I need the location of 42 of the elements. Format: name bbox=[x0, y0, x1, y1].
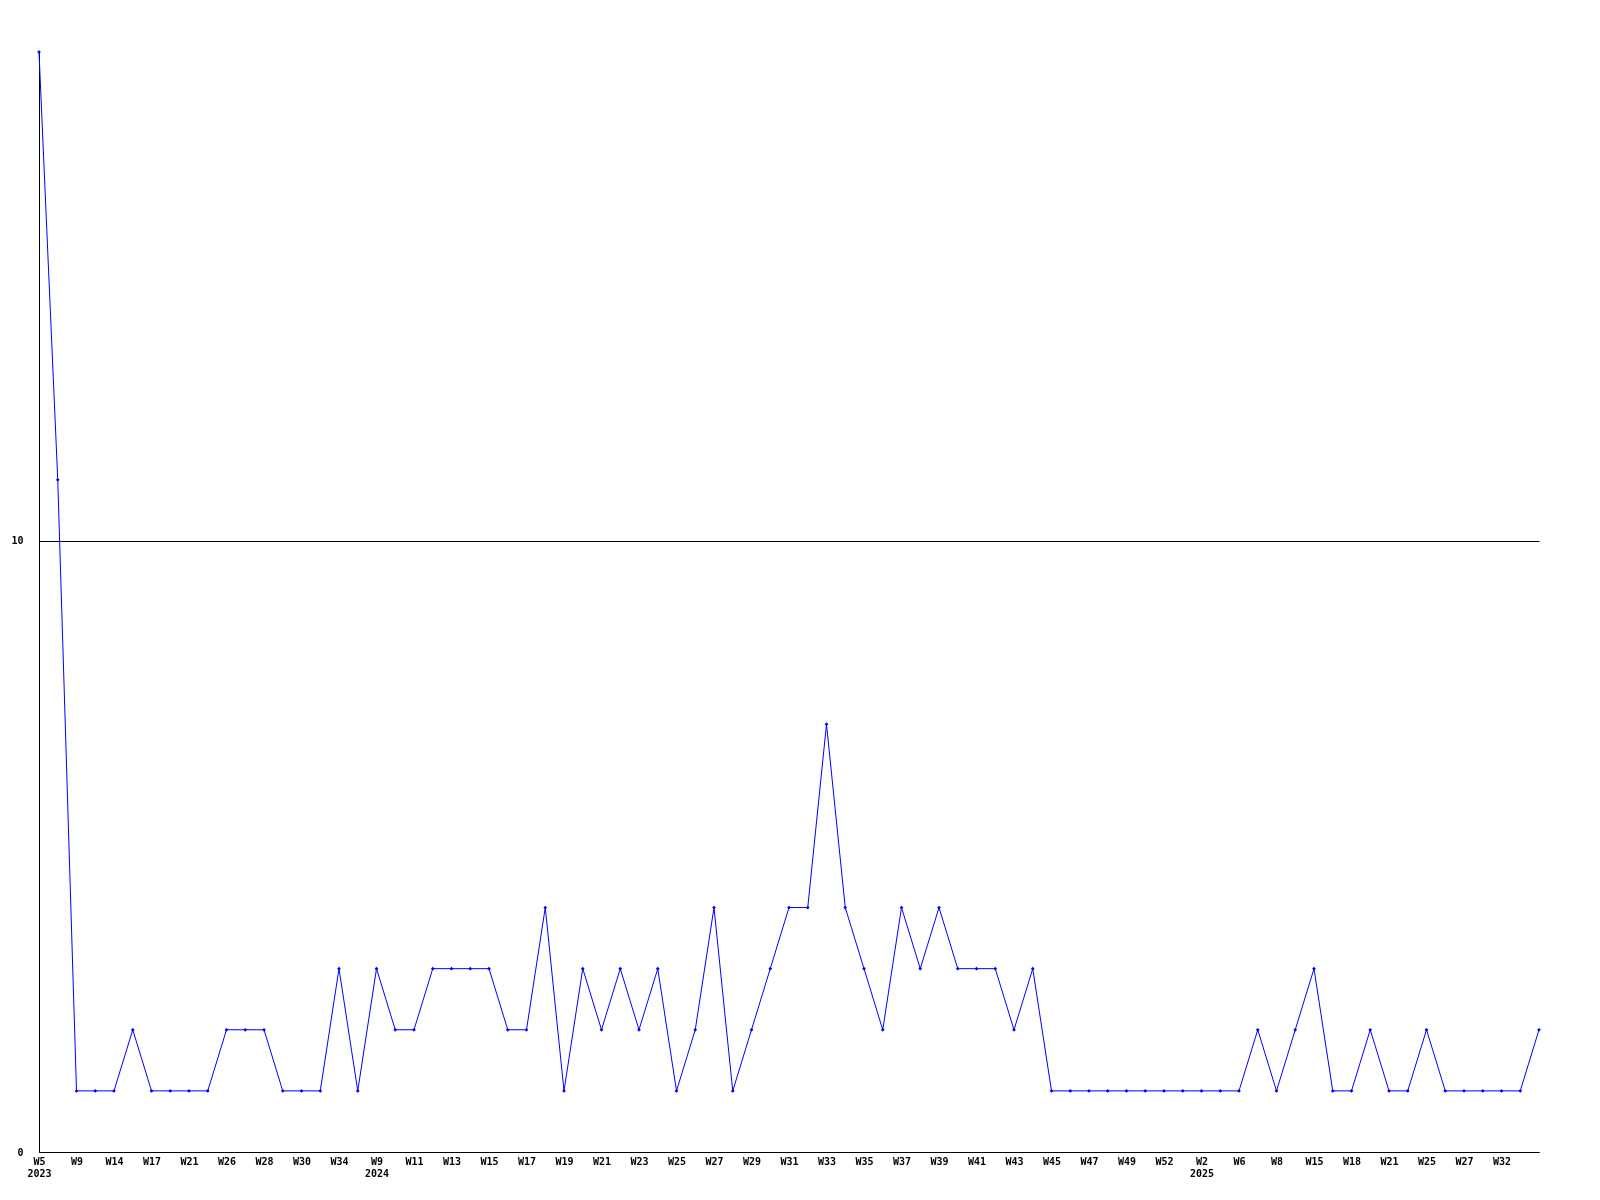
y-tick-label: 0 bbox=[17, 1146, 24, 1158]
x-tick-label: W49 bbox=[1117, 1155, 1137, 1167]
x-tick-label: W13 bbox=[442, 1155, 462, 1167]
x-tick-label: W41 bbox=[967, 1155, 987, 1167]
x-tick-label: W28 bbox=[255, 1155, 274, 1167]
x-tick-label: W2 2025 bbox=[1189, 1155, 1215, 1179]
x-tick-label: W30 bbox=[292, 1155, 312, 1167]
x-tick-label: W14 bbox=[105, 1155, 124, 1167]
x-tick-label: W8 bbox=[1270, 1155, 1284, 1167]
x-tick-label: W9 bbox=[70, 1155, 84, 1167]
x-tick-label: W11 bbox=[405, 1155, 424, 1167]
x-tick-label: W27 bbox=[1455, 1155, 1474, 1167]
x-tick-label: W52 bbox=[1155, 1155, 1174, 1167]
x-tick-label: W35 bbox=[855, 1155, 874, 1167]
x-tick-label: W21 bbox=[592, 1155, 612, 1167]
x-tick-label: W33 bbox=[817, 1155, 837, 1167]
x-tick-label: W21 bbox=[180, 1155, 199, 1167]
x-tick-label: W5 2023 bbox=[27, 1155, 52, 1179]
x-tick-label: W6 bbox=[1233, 1155, 1246, 1167]
x-tick-label: W43 bbox=[1005, 1155, 1024, 1167]
x-tick-label: W19 bbox=[555, 1155, 574, 1167]
x-tick-label: W25 bbox=[1417, 1155, 1437, 1167]
x-tick-label: W34 bbox=[330, 1155, 349, 1167]
x-tick-label: W18 bbox=[1342, 1155, 1362, 1167]
x-tick-label: W21 bbox=[1380, 1155, 1399, 1167]
x-tick-label: W17 bbox=[142, 1155, 162, 1167]
x-tick-label: W9 2024 bbox=[364, 1155, 390, 1179]
x-tick-label: W25 bbox=[667, 1155, 687, 1167]
x-tick-label: W23 bbox=[630, 1155, 649, 1167]
x-tick-label: W15 bbox=[480, 1155, 499, 1167]
x-tick-label: W15 bbox=[1305, 1155, 1324, 1167]
x-tick-label: W17 bbox=[517, 1155, 537, 1167]
x-tick-label: W39 bbox=[930, 1155, 949, 1167]
x-tick-label: W45 bbox=[1042, 1155, 1062, 1167]
x-tick-label: W47 bbox=[1080, 1155, 1099, 1167]
x-tick-label: W29 bbox=[742, 1155, 762, 1167]
x-tick-label: W37 bbox=[892, 1155, 912, 1167]
x-tick-label: W32 bbox=[1492, 1155, 1512, 1167]
x-tick-label: W27 bbox=[705, 1155, 724, 1167]
x-tick-label: W31 bbox=[780, 1155, 799, 1167]
x-tick-label: W26 bbox=[217, 1155, 237, 1167]
y-tick-label: 10 bbox=[11, 535, 24, 547]
